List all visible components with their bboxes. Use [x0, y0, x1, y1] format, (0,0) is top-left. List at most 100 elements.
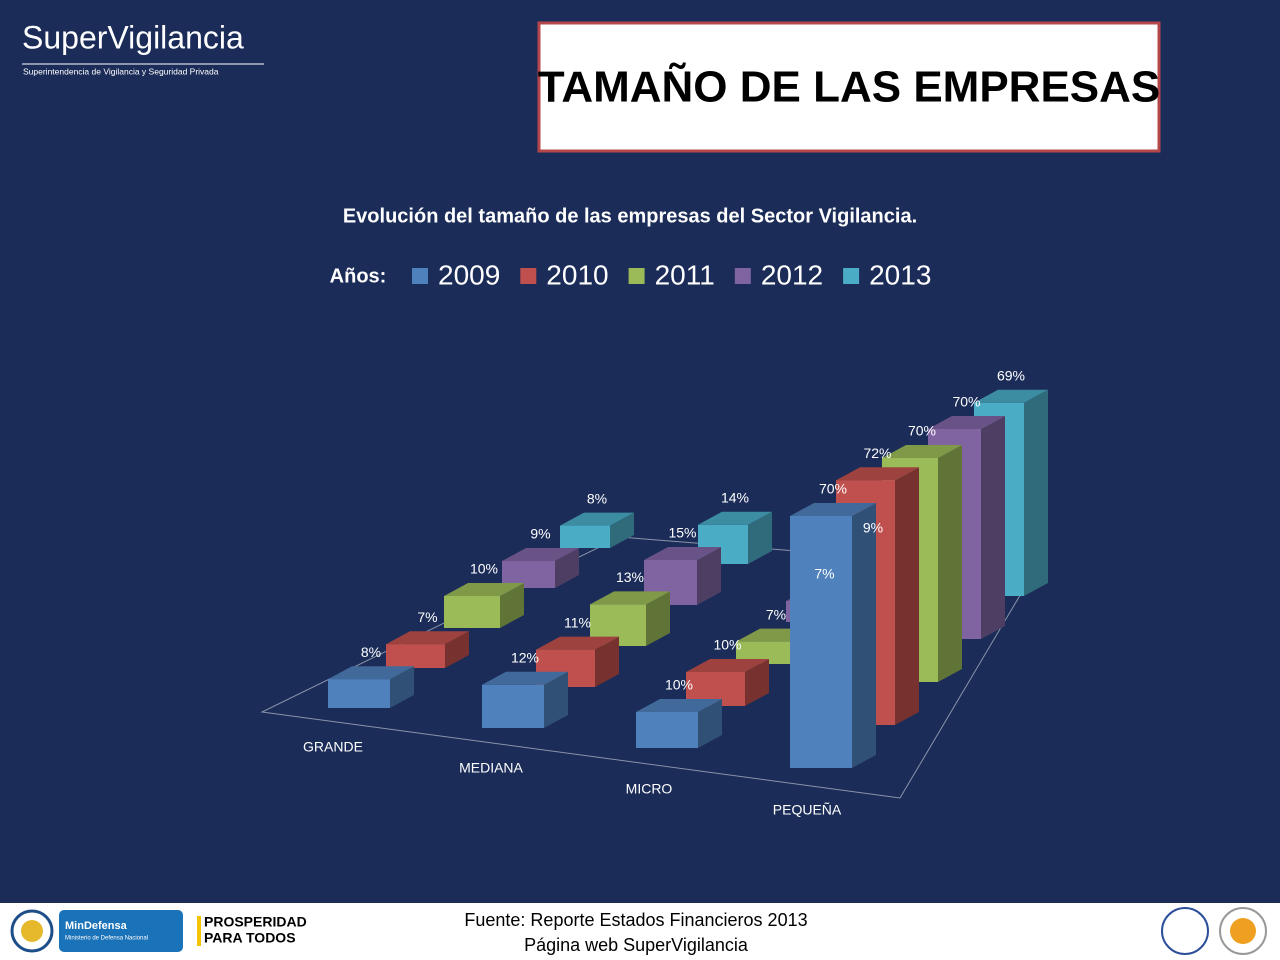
bar-front	[386, 644, 445, 668]
plot: 8% 12% 10% 70% 7% 11% 10% 72% 10% 13% 7% 70% 9% 15% 7%…	[328, 368, 1048, 768]
data-label: 7%	[417, 609, 437, 625]
data-label: 70%	[952, 394, 980, 410]
bar-top	[590, 591, 670, 605]
emblem-center	[21, 920, 43, 942]
bar-side	[697, 547, 721, 605]
data-label: 7%	[814, 566, 834, 582]
legend-swatch	[520, 268, 537, 284]
legend-label: 2011	[655, 259, 715, 290]
bar-front	[736, 641, 792, 664]
data-label: 70%	[819, 481, 847, 497]
x-tick-label: MICRO	[626, 781, 673, 797]
legend-label: 2010	[546, 259, 608, 290]
bar-front	[790, 516, 852, 768]
data-label: 72%	[863, 445, 891, 461]
bar-side	[938, 445, 962, 682]
data-label: 10%	[470, 561, 498, 577]
x-tick-label: GRANDE	[303, 739, 363, 755]
bar	[698, 511, 772, 564]
legend-swatch	[628, 268, 645, 284]
data-label: 15%	[668, 525, 696, 541]
title-box	[537, 21, 1161, 153]
bar-top	[882, 445, 962, 458]
slogan-1: PROSPERIDAD	[204, 914, 307, 930]
legend-swatch	[734, 268, 751, 284]
bar-side	[500, 583, 524, 628]
bar-side	[745, 659, 769, 706]
legend-swatch	[843, 268, 860, 284]
bar-top	[636, 699, 722, 712]
bar	[560, 512, 634, 548]
bar-top	[974, 389, 1048, 403]
bar-front	[636, 712, 698, 748]
data-label: 11%	[564, 614, 591, 630]
bar-side	[646, 591, 670, 646]
data-label: 7%	[766, 606, 786, 622]
legend-label: 2013	[869, 259, 931, 290]
bar-front	[482, 684, 544, 728]
slogan-2: PARA TODOS	[204, 930, 296, 946]
bar-side	[390, 666, 414, 708]
bar-top	[686, 659, 769, 672]
slide-title: TAMAÑO DE LAS EMPRESAS	[538, 62, 1161, 112]
data-label: 13%	[616, 569, 644, 585]
bar-top	[444, 583, 524, 596]
data-label: 9%	[863, 520, 883, 536]
data-label: 10%	[713, 637, 741, 653]
footer	[0, 903, 1280, 960]
data-label: 12%	[511, 650, 539, 666]
legend-label: 2009	[438, 259, 500, 290]
bar	[790, 503, 876, 768]
flag-bar	[197, 916, 201, 946]
bar-side	[610, 512, 634, 548]
bar	[686, 659, 769, 706]
bar-side	[852, 503, 876, 768]
data-label: 69%	[997, 368, 1025, 384]
bar	[636, 699, 722, 748]
bar-top	[790, 503, 876, 516]
bar-side	[981, 416, 1005, 639]
bar-top	[644, 547, 721, 560]
x-tick-label: PEQUEÑA	[773, 802, 842, 818]
bar-top	[502, 548, 579, 561]
seal-2-center	[1230, 918, 1256, 944]
bar-front	[560, 525, 610, 548]
bar-side	[555, 548, 579, 588]
bar	[386, 631, 469, 668]
bar	[482, 671, 568, 728]
legend-title: Años:	[330, 265, 387, 287]
source-1: Fuente: Reporte Estados Financieros 2013	[464, 910, 807, 930]
bar-top	[386, 631, 469, 645]
ministry-badge	[59, 910, 183, 952]
data-label: 10%	[665, 677, 693, 693]
bar-front	[444, 596, 500, 628]
legend-swatch	[412, 268, 428, 284]
bar-side	[544, 671, 568, 728]
bar-top	[328, 666, 414, 680]
x-tick-label: MEDIANA	[459, 760, 523, 776]
bar	[644, 547, 721, 605]
bar-top	[536, 636, 619, 650]
bar-top	[836, 467, 919, 481]
data-label: 8%	[587, 490, 607, 506]
data-label: 9%	[530, 526, 550, 542]
bar-top	[560, 512, 634, 526]
legend-label: 2012	[761, 259, 823, 290]
data-label: 70%	[908, 423, 936, 439]
bar-front	[328, 679, 390, 708]
bar-side	[445, 631, 469, 668]
logo-subtitle: Superintendencia de Vigilancia y Segurid…	[23, 66, 219, 76]
bar-side	[595, 636, 619, 687]
data-label: 8%	[361, 644, 381, 660]
ministry-subtitle: Ministerio de Defensa Nacional	[65, 936, 148, 942]
bar-side	[698, 699, 722, 748]
source-2: Página web SuperVigilancia	[524, 935, 749, 955]
bar	[502, 548, 579, 588]
bar-top	[482, 671, 568, 685]
data-label: 14%	[721, 490, 749, 506]
bar-side	[748, 511, 772, 564]
bar	[444, 583, 524, 628]
chart-title: Evolución del tamaño de las empresas del…	[343, 205, 917, 227]
